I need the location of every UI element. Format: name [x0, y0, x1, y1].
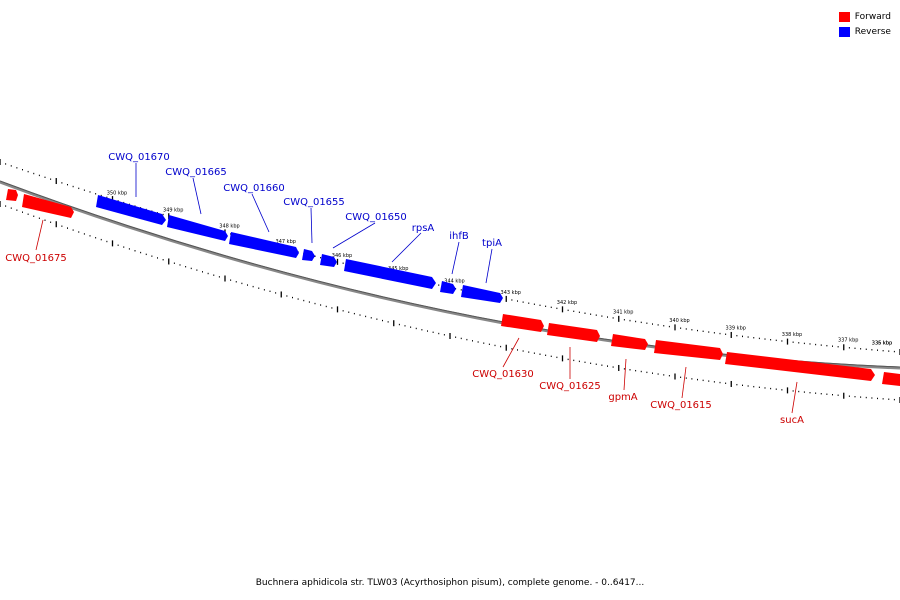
- gene-ihfb[interactable]: [440, 281, 456, 294]
- gene-unlabeled-blue[interactable]: [320, 254, 337, 267]
- leader-cwq-01630: [502, 337, 520, 368]
- gene-cwq-01615[interactable]: [654, 340, 723, 360]
- legend-forward: Forward: [838, 9, 891, 24]
- legend-reverse-label: Reverse: [854, 26, 891, 37]
- label-cwq-01630: CWQ_01630: [472, 369, 534, 380]
- kbp-label: 345 kbp: [388, 266, 408, 272]
- gene-cwq-01650-rpsa[interactable]: [344, 259, 436, 289]
- label-cwq-01625: CWQ_01625: [539, 381, 601, 392]
- label-cwq-01615: CWQ_01615: [650, 400, 712, 411]
- leader-ihfb: [451, 241, 460, 275]
- gene-cwq-01660[interactable]: [229, 232, 299, 258]
- gene-cwq-01670[interactable]: [96, 195, 166, 225]
- label-cwq-01675: CWQ_01675: [5, 253, 67, 264]
- reverse-strand: [96, 195, 503, 303]
- map-caption: Buchnera aphidicola str. TLW03 (Acyrthos…: [255, 578, 645, 588]
- leader-cwq-01655: [310, 207, 313, 244]
- leader-cwq-01615: [681, 366, 687, 399]
- kbp-label: 341 kbp: [613, 310, 633, 316]
- leader-tpia: [485, 248, 493, 284]
- gene-suca[interactable]: [725, 352, 875, 381]
- label-cwq-01655: CWQ_01655: [283, 197, 345, 208]
- gene-small-left[interactable]: [6, 189, 18, 201]
- kbp-label: 342 kbp: [557, 300, 577, 306]
- leader-cwq-01650: [332, 222, 376, 249]
- label-rpsa: rpsA: [412, 223, 435, 234]
- label-leaders-forward: [35, 219, 798, 414]
- kbp-label: 335 kbp: [872, 341, 892, 347]
- label-leaders: [135, 163, 493, 284]
- leader-suca: [791, 381, 798, 414]
- forward-labels: CWQ_01675 CWQ_01630 CWQ_01625 gpmA CWQ_0…: [5, 253, 804, 426]
- kbp-label: 337 kbp: [838, 338, 858, 344]
- kbp-label: 343 kbp: [501, 290, 521, 296]
- kbp-label: 340 kbp: [669, 318, 689, 324]
- label-suca: sucA: [780, 415, 804, 426]
- gene-cwq-01655[interactable]: [302, 249, 315, 261]
- leader-rpsa: [391, 232, 422, 263]
- label-cwq-01670: CWQ_01670: [108, 152, 170, 163]
- forward-swatch: [838, 11, 850, 22]
- tick-layer: 350 kbp 349 kbp 348 kbp 347 kbp 346 kbp 345 k…: [0, 159, 900, 403]
- gene-cwq-01675[interactable]: [22, 194, 74, 218]
- gene-cwq-01625[interactable]: [547, 323, 600, 342]
- kbp-label: 336 kbp: [872, 341, 892, 347]
- reverse-labels: CWQ_01670 CWQ_01665 CWQ_01660 CWQ_01655 …: [108, 152, 502, 249]
- leader-gpma: [623, 358, 627, 391]
- kbp-label: 347 kbp: [276, 239, 296, 245]
- forward-strand: [6, 189, 900, 386]
- gene-tpia[interactable]: [461, 285, 503, 303]
- reverse-swatch: [838, 26, 850, 37]
- gene-gpma[interactable]: [611, 334, 648, 350]
- kbp-label: 346 kbp: [332, 253, 352, 259]
- kbp-label: 350 kbp: [107, 190, 127, 196]
- label-ihfb: ihfB: [449, 231, 469, 242]
- label-cwq-01650: CWQ_01650: [345, 212, 407, 223]
- legend-forward-label: Forward: [854, 11, 891, 22]
- kbp-label: 344 kbp: [444, 278, 464, 284]
- kbp-label: 339 kbp: [726, 326, 746, 332]
- gene-right-edge[interactable]: [882, 372, 900, 386]
- label-tpia: tpiA: [482, 238, 502, 249]
- legend-reverse: Reverse: [838, 24, 891, 39]
- kbp-label: 349 kbp: [163, 208, 183, 214]
- label-cwq-01665: CWQ_01665: [165, 167, 227, 178]
- gene-cwq-01630[interactable]: [501, 314, 544, 332]
- kbp-label: 348 kbp: [219, 224, 239, 230]
- label-cwq-01660: CWQ_01660: [223, 183, 285, 194]
- gene-cwq-01665[interactable]: [167, 215, 228, 241]
- leader-cwq-01660: [251, 193, 270, 233]
- kbp-label: 338 kbp: [782, 332, 802, 338]
- label-gpma: gpmA: [608, 392, 637, 403]
- legend: Forward Reverse: [838, 9, 891, 39]
- leader-cwq-01665: [192, 177, 202, 215]
- leader-cwq-01675: [35, 219, 44, 251]
